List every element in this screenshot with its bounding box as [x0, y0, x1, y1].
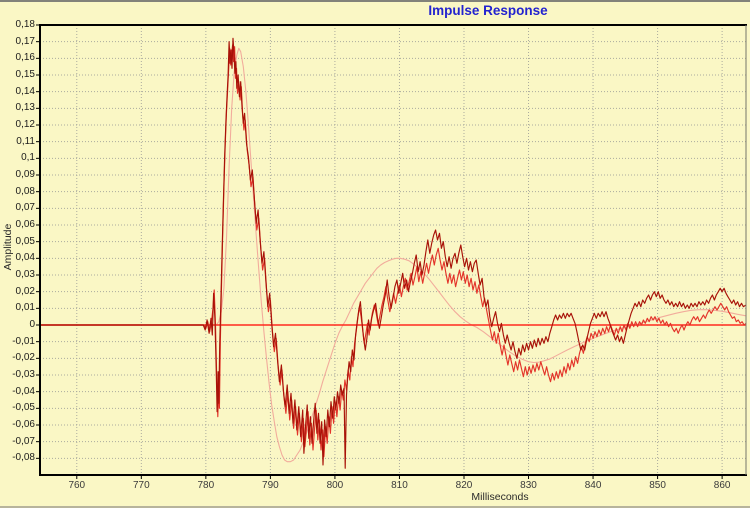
x-tick-label: 800	[326, 480, 344, 491]
y-tick-label: 0,01	[15, 302, 35, 314]
y-tick-label: -0,04	[12, 385, 35, 397]
grid-lines	[40, 24, 746, 475]
page-title: Impulse Response	[428, 3, 548, 18]
tick-marks	[36, 24, 723, 479]
impulse-trace-dark	[40, 37, 747, 469]
y-tick-label: 0,07	[15, 202, 35, 214]
y-tick-label: 0,08	[15, 185, 35, 197]
x-tick-label: 760	[68, 480, 86, 491]
y-tick-label: 0,09	[15, 169, 35, 180]
y-tick-label: -0,07	[12, 435, 35, 447]
y-tick-label: 0,11	[16, 135, 35, 147]
x-tick-label: 770	[132, 480, 150, 491]
y-tick-label: 0,16	[15, 52, 35, 64]
y-tick-label: 0,04	[15, 252, 35, 264]
y-tick-label: -0,08	[12, 452, 35, 464]
y-tick-label: 0,03	[15, 269, 35, 280]
y-axis-title: Amplitude	[2, 223, 14, 271]
x-tick-label: 830	[520, 480, 537, 491]
y-tick-label: 0,02	[15, 285, 35, 297]
y-tick-label: -0,02	[12, 352, 35, 364]
y-tick-label: 0,15	[15, 69, 35, 80]
x-tick-label: 810	[391, 480, 408, 491]
x-tick-label: 850	[649, 480, 666, 491]
y-tick-label: 0,14	[15, 85, 35, 97]
x-tick-label: 790	[262, 480, 279, 491]
x-tick-label: 860	[713, 480, 731, 491]
x-tick-label: 820	[455, 480, 473, 491]
axis-frame	[39, 24, 747, 476]
y-tick-label: 0,17	[15, 35, 35, 47]
y-tick-label: 0,05	[15, 235, 35, 247]
y-tick-label: -0,01	[12, 335, 35, 347]
y-tick-label: 0,06	[15, 219, 35, 230]
impulse-trace-bright	[40, 44, 747, 458]
y-tick-label: -0,05	[12, 402, 35, 414]
y-tick-label: -0,06	[12, 419, 35, 430]
y-tick-label: 0	[29, 319, 35, 330]
x-tick-label: 840	[584, 480, 602, 491]
y-tick-label: 0,18	[15, 19, 35, 30]
smoothed-reference-curve	[40, 47, 747, 463]
trace-lines	[40, 37, 747, 469]
y-tick-label: 0,13	[15, 102, 35, 114]
window-top-edge	[0, 0, 750, 2]
window-bottom-edge	[0, 506, 750, 508]
y-tick-label: 0,1	[21, 152, 35, 164]
x-tick-label: 780	[197, 480, 215, 491]
x-axis-title: Milliseconds	[471, 491, 529, 503]
y-tick-label: 0,12	[15, 119, 35, 130]
y-tick-label: -0,03	[12, 369, 35, 380]
